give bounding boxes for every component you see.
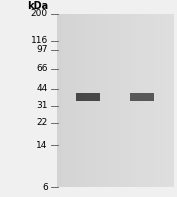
Text: 66: 66 [36,64,48,73]
Text: 14: 14 [36,141,48,150]
Text: 44: 44 [36,84,48,93]
Text: 200: 200 [31,9,48,18]
Text: 22: 22 [36,118,48,127]
Text: 116: 116 [31,36,48,45]
Text: 6: 6 [42,183,48,192]
Text: 97: 97 [36,45,48,54]
Text: kDa: kDa [27,1,48,11]
Bar [130,93,154,101]
Text: 31: 31 [36,101,48,111]
Bar [76,93,100,101]
